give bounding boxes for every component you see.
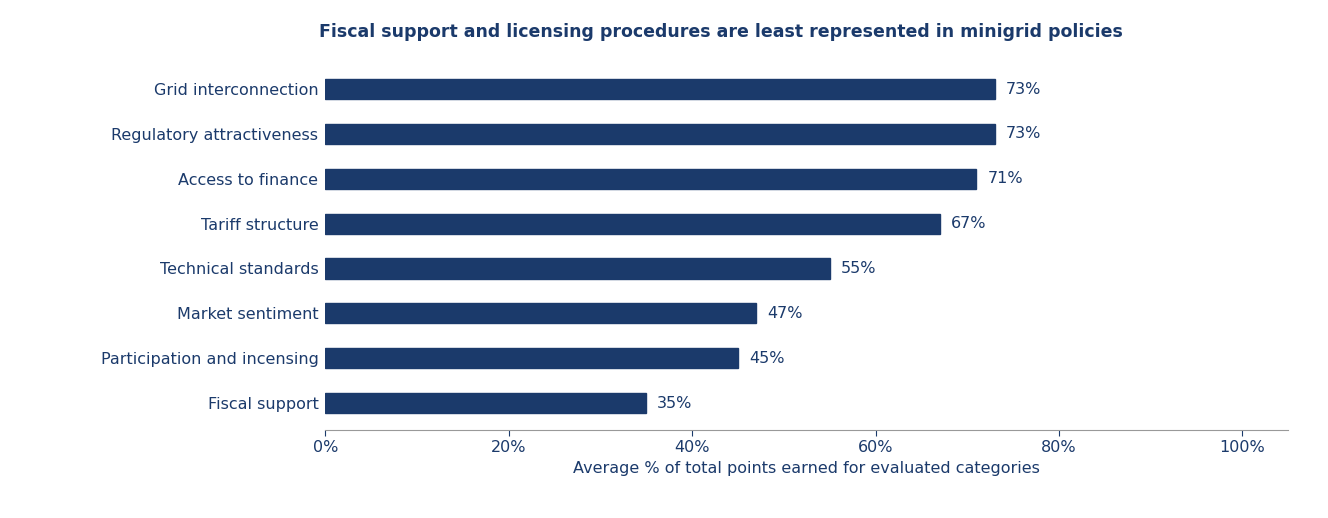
Text: Fiscal support and licensing procedures are least represented in minigrid polici: Fiscal support and licensing procedures … — [319, 23, 1122, 41]
Bar — [325, 393, 647, 413]
Bar — [325, 169, 976, 189]
Bar — [325, 258, 830, 279]
Bar — [325, 213, 940, 234]
Text: 73%: 73% — [1005, 81, 1041, 96]
Text: 35%: 35% — [657, 396, 693, 411]
Text: 47%: 47% — [768, 306, 803, 321]
Text: 73%: 73% — [1005, 126, 1041, 141]
X-axis label: Average % of total points earned for evaluated categories: Average % of total points earned for eva… — [574, 461, 1040, 476]
Text: 71%: 71% — [988, 171, 1023, 186]
Bar — [325, 303, 757, 323]
Text: 67%: 67% — [951, 216, 987, 231]
Bar — [325, 348, 738, 368]
Bar — [325, 124, 995, 144]
Bar — [325, 79, 995, 99]
Text: 45%: 45% — [749, 351, 785, 366]
Text: 55%: 55% — [841, 261, 876, 276]
